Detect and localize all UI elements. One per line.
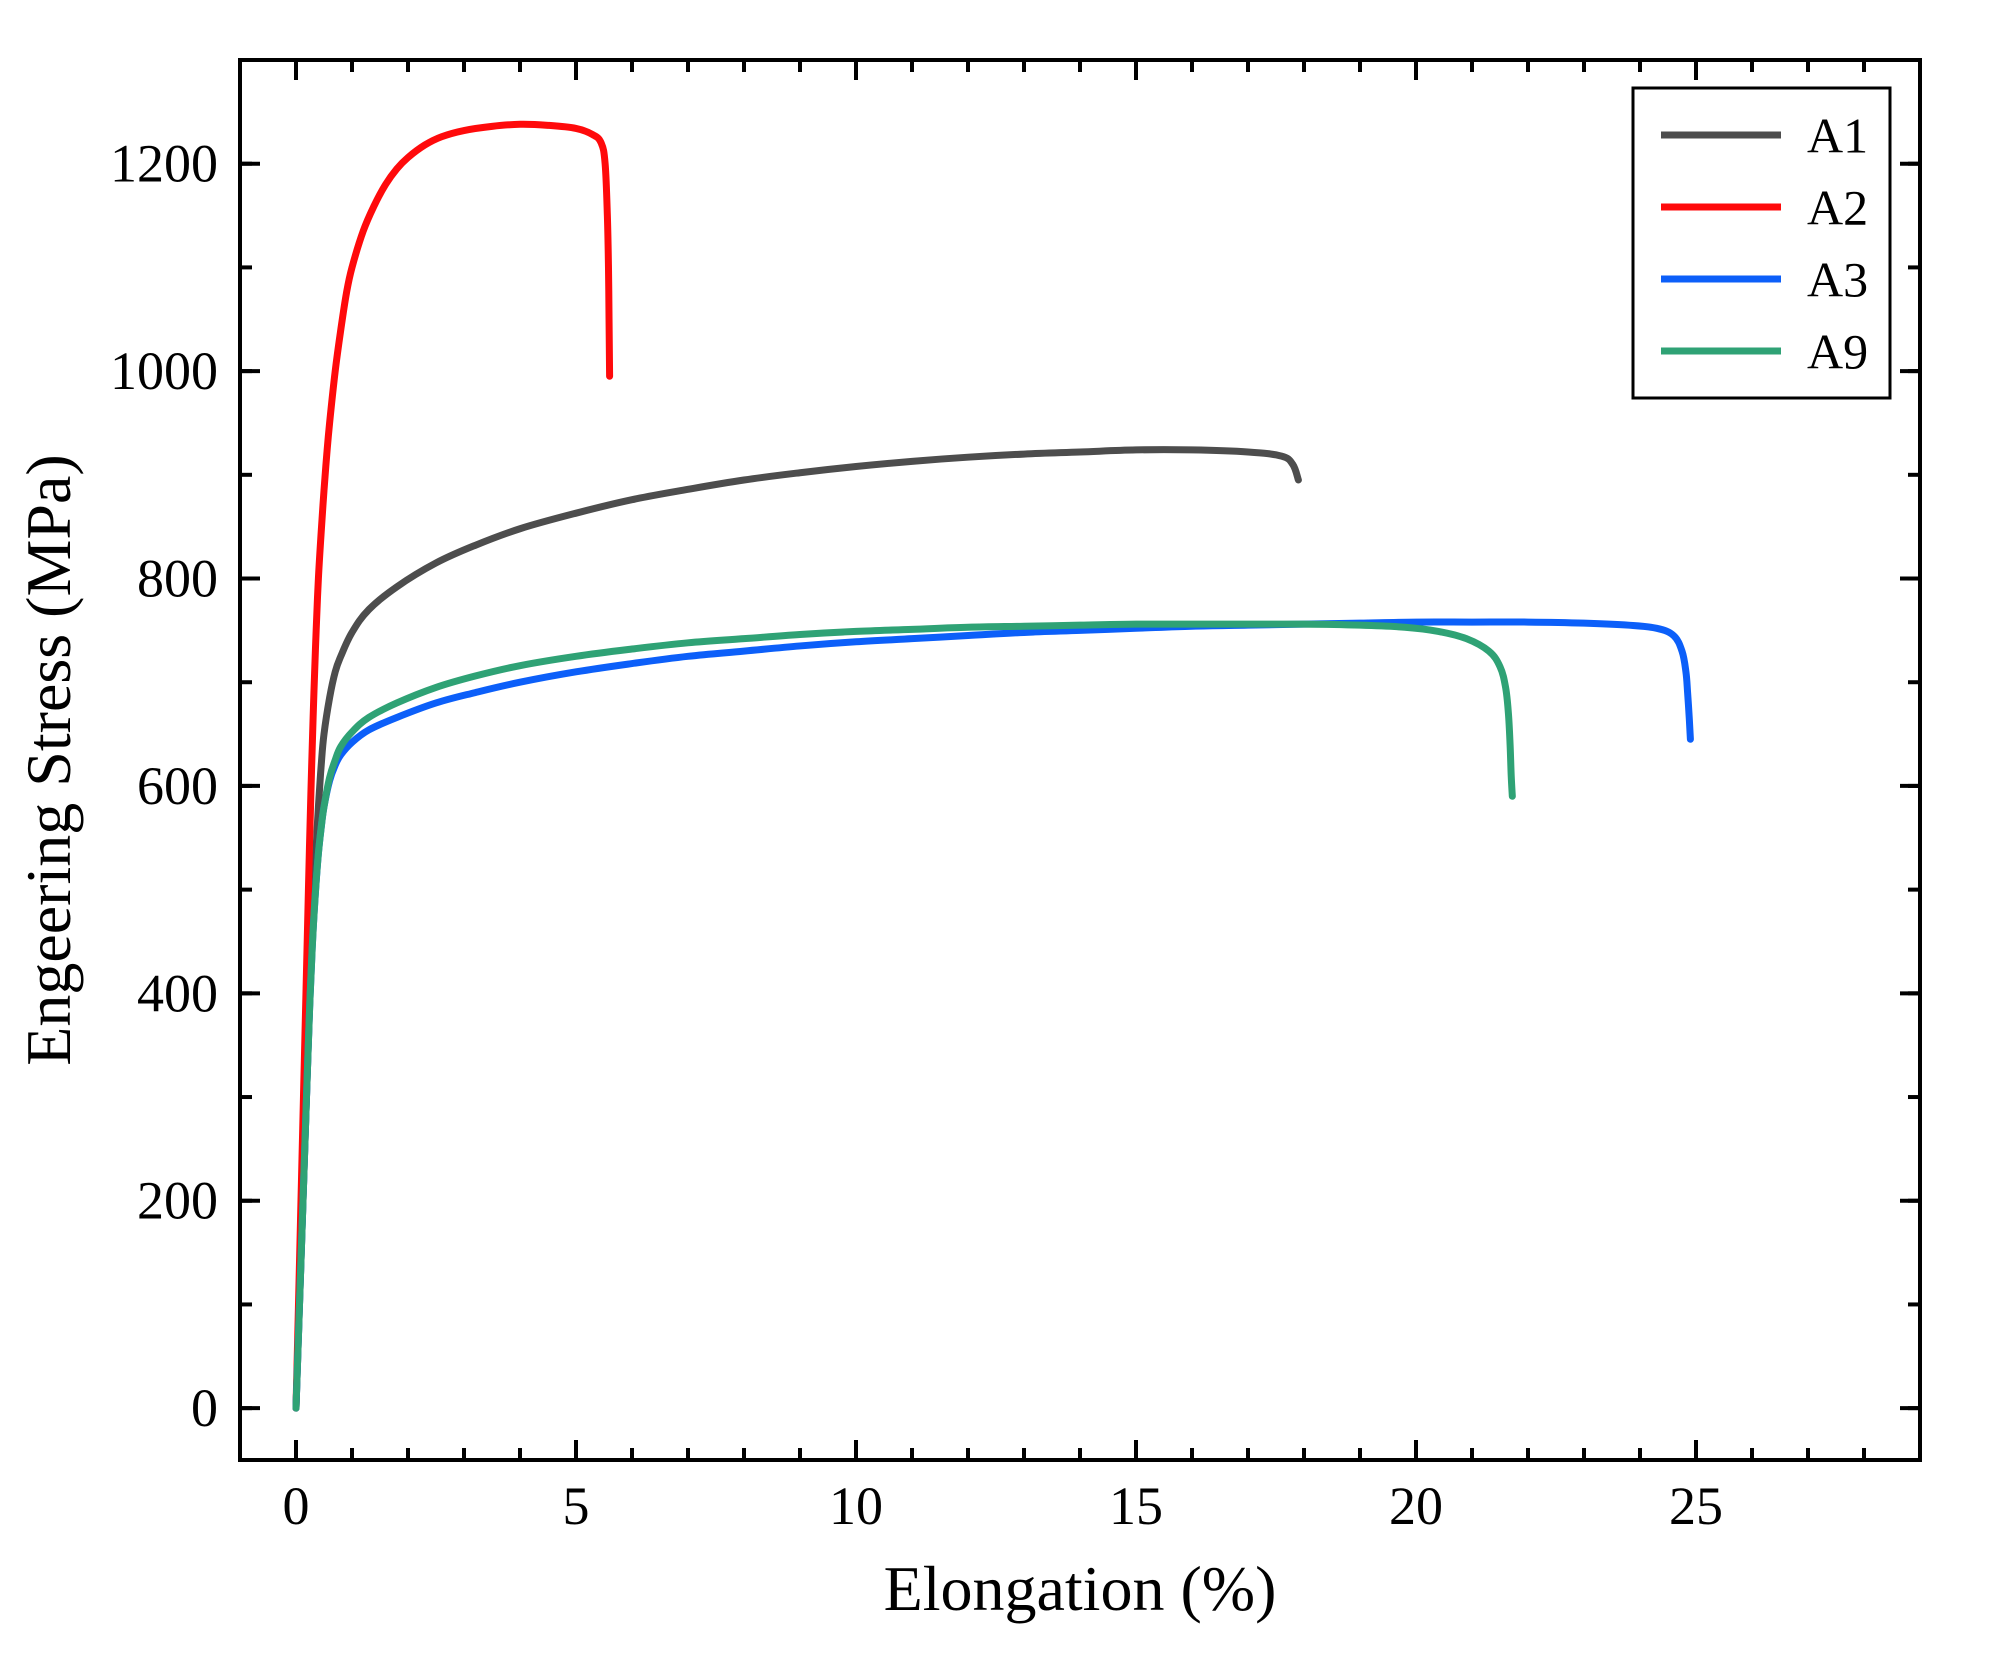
x-tick-label: 20 [1389,1476,1443,1536]
x-tick-label: 15 [1109,1476,1163,1536]
legend-label: A9 [1807,324,1868,380]
y-tick-label: 800 [137,549,218,609]
legend-label: A1 [1807,108,1868,164]
chart-container: 0 5 10 15 20 25 0 200 400 600 800 1000 1200 Elongatio… [0,0,2007,1679]
x-tick-label: 10 [829,1476,883,1536]
y-tick-label: 600 [137,756,218,816]
x-tick-label: 25 [1669,1476,1723,1536]
y-axis-label: Engeering Stress (MPa) [13,454,84,1065]
x-tick-label: 5 [563,1476,590,1536]
x-axis-label: Elongation (%) [884,1553,1277,1624]
y-tick-label: 200 [137,1171,218,1231]
legend: A1 A2 A3 A9 [1633,88,1890,398]
y-tick-label: 1200 [110,134,218,194]
legend-label: A2 [1807,180,1868,236]
x-tick-label: 0 [283,1476,310,1536]
stress-strain-chart: 0 5 10 15 20 25 0 200 400 600 800 1000 1200 Elongatio… [0,0,2007,1679]
y-tick-label: 0 [191,1378,218,1438]
y-tick-label: 1000 [110,341,218,401]
y-tick-label: 400 [137,963,218,1023]
legend-label: A3 [1807,252,1868,308]
